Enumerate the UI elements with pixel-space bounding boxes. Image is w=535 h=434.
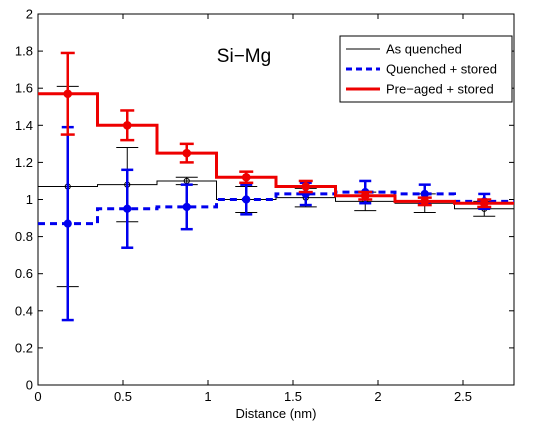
x-tick-label: 2 (374, 389, 381, 404)
x-axis-label: Distance (nm) (236, 406, 317, 421)
data-point (122, 121, 132, 130)
axes: 0 0.5 1 1.5 2 2.5 0 0.2 0.4 0.6 0.8 1 1.2 1.4 1.6 1.8 2 (15, 7, 514, 404)
data-point (479, 198, 489, 208)
y-tick-label: 0.2 (15, 340, 33, 355)
legend-label-1: As quenched (386, 42, 462, 57)
x-tick-label: 0 (34, 389, 41, 404)
x-tick-label: 1.5 (284, 389, 302, 404)
y-tick-label: 1.8 (15, 44, 33, 59)
y-tick-label: 1.2 (15, 155, 33, 170)
data-point (420, 197, 430, 206)
legend: As quenched Quenched + stored Pre−aged + s… (339, 35, 513, 103)
y-tick-label: 1 (26, 192, 33, 207)
data-point (63, 219, 72, 228)
x-tick-label: 2.5 (454, 389, 472, 404)
y-tick-label: 1.6 (15, 81, 33, 96)
x-tick-label: 1 (204, 389, 211, 404)
data-point (360, 191, 370, 201)
data-point (123, 204, 132, 213)
data-point (63, 89, 73, 99)
data-point (241, 172, 251, 182)
x-tick-label: 0.5 (114, 389, 132, 404)
plot-content (38, 51, 514, 322)
data-point (182, 202, 191, 212)
y-tick-label: 1.4 (15, 118, 33, 133)
y-tick-label: 0.6 (15, 266, 33, 281)
data-point (242, 195, 251, 204)
y-tick-label: 0.4 (15, 303, 33, 318)
y-tick-label: 0 (26, 378, 33, 393)
legend-label-2: Quenched + stored (386, 62, 497, 77)
series-3 (38, 51, 514, 209)
legend-label-3: Pre−aged + stored (386, 82, 494, 97)
y-tick-label: 0.8 (15, 229, 33, 244)
data-point (301, 182, 311, 191)
data-point (182, 148, 192, 158)
chart-title: Si−Mg (217, 46, 271, 67)
y-tick-label: 2 (26, 7, 33, 22)
